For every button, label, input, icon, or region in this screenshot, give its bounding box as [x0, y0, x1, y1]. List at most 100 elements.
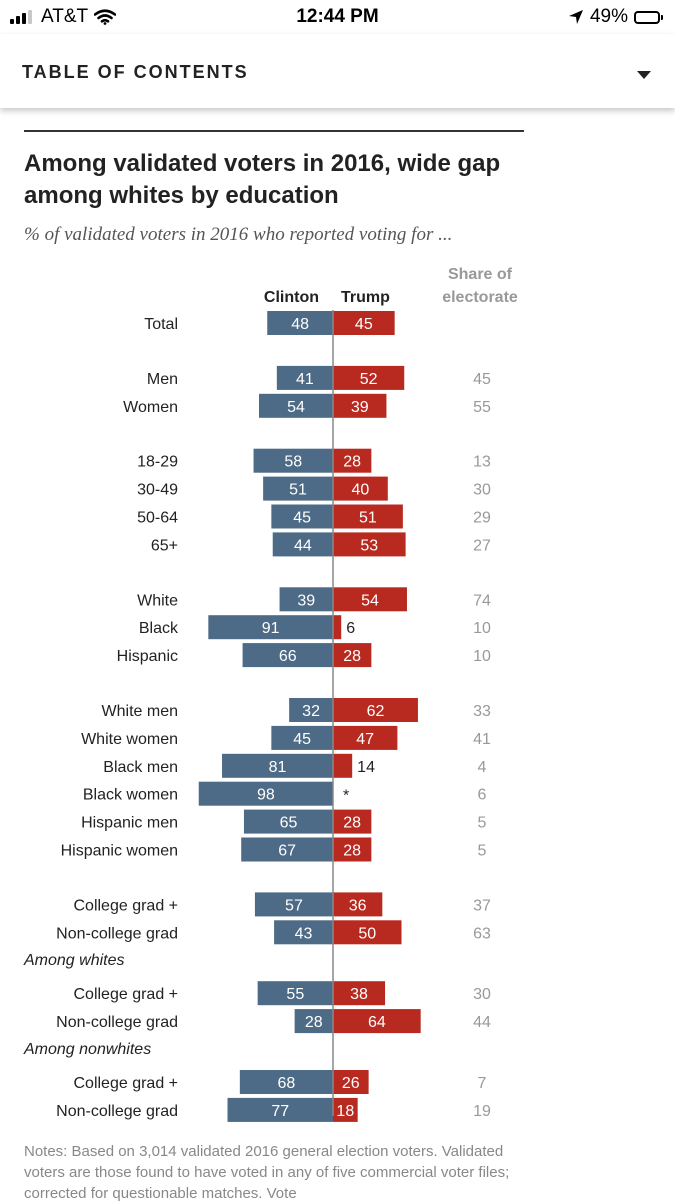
trump-value: 6	[346, 620, 355, 637]
clinton-value: 77	[271, 1103, 289, 1120]
clinton-value: 43	[295, 925, 313, 942]
clinton-value: 54	[287, 399, 305, 416]
trump-value: 62	[367, 703, 385, 720]
trump-value: 40	[352, 482, 370, 499]
clinton-value: 28	[305, 1014, 323, 1031]
clinton-bar	[279, 587, 333, 612]
clinton-bar	[271, 725, 333, 750]
trump-value: 39	[351, 399, 369, 416]
clinton-bar	[257, 981, 333, 1006]
clinton-bar	[263, 476, 333, 501]
trump-bar	[333, 365, 405, 390]
share-value: 7	[478, 1075, 487, 1092]
clinton-bar	[294, 1009, 333, 1034]
cellular-signal-icon	[10, 10, 34, 24]
trump-value: 28	[343, 843, 361, 860]
trump-value: 38	[350, 986, 368, 1003]
clinton-bar	[208, 615, 333, 640]
row-label: Black men	[103, 759, 178, 776]
clinton-bar	[276, 365, 333, 390]
share-value: 10	[473, 648, 491, 665]
trump-value: *	[343, 788, 349, 805]
clinton-bar	[289, 698, 333, 722]
trump-bar	[333, 643, 372, 668]
clinton-bar	[253, 448, 333, 473]
legend-clinton: Clinton	[264, 289, 319, 306]
group-heading: Among nonwhites	[23, 1041, 151, 1058]
share-value: 4	[478, 759, 487, 776]
trump-value: 51	[359, 510, 377, 527]
row-label: Non-college grad	[56, 925, 178, 942]
chart-title: Among validated voters in 2016, wide gap…	[24, 150, 501, 209]
row-label: Black	[139, 620, 179, 637]
row-label: 50-64	[137, 510, 178, 527]
share-value: 63	[473, 925, 491, 942]
share-value: 41	[473, 731, 491, 748]
trump-value: 36	[349, 897, 367, 914]
trump-bar	[333, 532, 406, 557]
chart-notes: Notes: Based on 3,014 validated 2016 gen…	[24, 1143, 510, 1202]
chart-top-rule	[24, 130, 524, 132]
trump-bar	[333, 504, 403, 529]
trump-bar	[333, 892, 383, 917]
trump-value: 28	[343, 815, 361, 832]
clinton-value: 91	[262, 620, 280, 637]
status-left: AT&T	[10, 6, 117, 28]
clinton-value: 44	[294, 537, 312, 554]
row-label: Hispanic men	[81, 815, 178, 832]
trump-bar	[333, 753, 353, 778]
chevron-down-icon[interactable]	[637, 71, 651, 79]
row-label: Women	[123, 399, 178, 416]
row-label: Hispanic women	[61, 843, 178, 860]
row-label: Non-college grad	[56, 1103, 178, 1120]
trump-value: 47	[356, 731, 374, 748]
share-value: 27	[473, 537, 491, 554]
trump-value: 45	[355, 316, 373, 333]
share-value: 45	[473, 371, 491, 388]
clinton-bar	[241, 837, 333, 862]
trump-value: 28	[343, 648, 361, 665]
status-time: 12:44 PM	[296, 6, 379, 27]
trump-value: 54	[361, 592, 379, 609]
clinton-bar	[267, 311, 333, 335]
share-value: 13	[473, 454, 491, 471]
row-label: College grad +	[73, 1075, 178, 1092]
share-value: 55	[473, 399, 491, 416]
row-label: White women	[81, 731, 178, 748]
share-of-electorate-header: Share of electorate	[442, 266, 518, 306]
trump-bar	[333, 698, 418, 722]
clinton-bar	[254, 892, 333, 917]
row-label: Hispanic	[117, 648, 178, 665]
trump-value: 50	[358, 925, 376, 942]
clinton-value: 66	[279, 648, 297, 665]
wifi-icon	[94, 9, 117, 25]
clinton-bar	[272, 532, 333, 557]
clinton-value: 65	[280, 815, 298, 832]
clinton-value: 32	[302, 703, 320, 720]
trump-value: 64	[368, 1014, 386, 1031]
row-label: Non-college grad	[56, 1014, 178, 1031]
share-value: 44	[473, 1014, 491, 1031]
trump-bar	[333, 476, 388, 501]
clinton-bar	[259, 393, 333, 418]
table-of-contents-header[interactable]: TABLE OF CONTENTS	[0, 34, 675, 108]
clinton-value: 45	[293, 731, 311, 748]
location-arrow-icon	[568, 10, 583, 24]
trump-value: 14	[357, 759, 375, 776]
share-value: 30	[473, 986, 491, 1003]
status-right: 49%	[568, 6, 663, 28]
trump-value: 52	[360, 371, 378, 388]
share-value: 30	[473, 482, 491, 499]
share-value: 10	[473, 620, 491, 637]
clinton-bar	[274, 920, 333, 945]
clinton-value: 81	[269, 759, 287, 776]
trump-bar	[333, 920, 402, 945]
clinton-value: 41	[296, 371, 314, 388]
toc-title: TABLE OF CONTENTS	[22, 62, 249, 82]
clinton-bar	[227, 1097, 333, 1122]
trump-bar	[333, 1097, 358, 1122]
share-value: 33	[473, 703, 491, 720]
row-label: 30-49	[137, 482, 178, 499]
clinton-bar	[271, 504, 333, 529]
share-value: 6	[478, 787, 487, 804]
